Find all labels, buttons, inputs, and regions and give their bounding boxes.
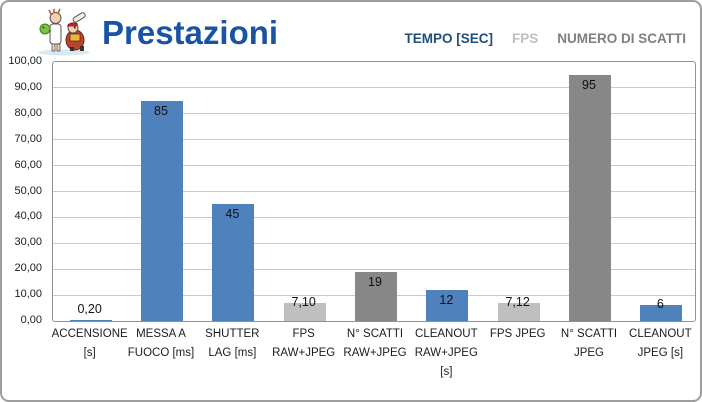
legend-item-fps: FPS (511, 31, 539, 46)
page-title: Prestazioni (102, 14, 279, 51)
x-axis-label-line: CLEANOUT (415, 328, 478, 340)
bar-value-label: 85 (154, 103, 168, 118)
bar-value-label: 12 (439, 292, 454, 307)
bar-value-label: 7,12 (505, 294, 530, 309)
y-axis-tick-label: 20,00 (14, 262, 42, 275)
y-axis-tick-label: 60,00 (14, 158, 42, 171)
bar-fps-jpeg (497, 302, 540, 321)
y-axis-tick-label: 10,00 (14, 288, 42, 301)
x-axis-label-line: SHUTTER (205, 328, 260, 340)
x-axis-label-line: N° SCATTI (346, 328, 404, 340)
y-axis-tick-label: 40,00 (14, 210, 42, 223)
x-axis-category-label: MESSA A FUOCO [ms] (119, 325, 203, 363)
bar-value-label: 19 (368, 274, 382, 289)
gridline (53, 87, 695, 89)
gridline (53, 139, 695, 141)
bar-value-label: 45 (225, 207, 240, 222)
legend-item-numero-di-scatti: NUMERO DI SCATTI (557, 31, 686, 46)
chart-legend: TEMPO [SEC] FPS NUMERO DI SCATTI (404, 31, 686, 46)
x-axis-label-line: FPS JPEG (489, 328, 546, 340)
x-axis-label-line: FUOCO [ms] (127, 347, 195, 359)
x-axis-category-label: CLEANOUT JPEG [s] (618, 325, 700, 363)
x-axis-label-line: [s] (83, 347, 96, 359)
gridline (53, 242, 695, 244)
x-axis-category-label: FPS RAW+JPEG (262, 325, 346, 363)
bar-fps-raw-jpeg (283, 302, 326, 321)
x-axis-label-line: [s] (440, 366, 453, 378)
y-axis-tick-label: 90,00 (14, 80, 42, 93)
bar-value-label: 7,10 (291, 294, 316, 309)
y-axis-tick-label: 0,00 (20, 314, 42, 326)
gridline (53, 113, 695, 115)
mascot-right-figure (65, 12, 86, 51)
x-axis-category-label: CLEANOUT RAW+JPEG [s] (404, 325, 488, 382)
legend-item-tempo: TEMPO [SEC] (404, 31, 493, 46)
bar-value-label: 95 (582, 77, 596, 92)
gridline (53, 268, 695, 270)
x-axis-label-line: JPEG [s] (637, 347, 684, 359)
y-axis-tick-label: 50,00 (14, 184, 42, 197)
bar-cleanout-jpeg-s (640, 305, 683, 321)
x-axis-category-label: N° SCATTI JPEG (547, 325, 631, 363)
gridline (53, 216, 695, 218)
x-axis-label-line: JPEG (573, 347, 605, 359)
gridline (53, 165, 695, 167)
y-axis-tick-label: 100,00 (8, 55, 42, 67)
x-axis-label-line: MESSA A (136, 328, 186, 340)
x-axis-category-label: ACCENSIONE [s] (48, 325, 132, 363)
x-axis-label-line: RAW+JPEG (272, 347, 336, 359)
bar-value-label: 6 (656, 297, 664, 312)
bar-n-scatti-jpeg (569, 74, 611, 321)
x-axis-label-line: ACCENSIONE (51, 328, 128, 340)
bar-cleanout-raw-jpeg-s (426, 289, 469, 321)
bar-shutter-lag-ms (212, 204, 255, 321)
y-axis-tick-label: 30,00 (14, 236, 42, 249)
x-axis-label-line: N° SCATTI (560, 328, 618, 340)
bar-value-label: 0,20 (77, 302, 102, 316)
bar-accensione-s (69, 320, 112, 321)
mascot-cartoon-logo (38, 8, 90, 56)
x-axis-category-label: N° SCATTI RAW+JPEG (333, 325, 417, 363)
bar-messa-a-fuoco-ms (141, 100, 183, 321)
x-axis-label-line: LAG [ms] (208, 347, 257, 359)
x-axis-category-label: FPS JPEG (476, 325, 560, 344)
y-axis-tick-label: 80,00 (14, 106, 42, 119)
x-axis-category-label: SHUTTER LAG [ms] (190, 325, 274, 363)
x-axis-label-line: RAW+JPEG (343, 347, 407, 359)
mascot-left-figure (39, 8, 62, 52)
plot-area (52, 61, 696, 322)
x-axis-label-line: FPS (292, 328, 315, 340)
bar-n-scatti-raw-jpeg (355, 271, 397, 321)
x-axis-label-line: RAW+JPEG (414, 347, 478, 359)
x-axis-label-line: CLEANOUT (629, 328, 692, 340)
y-axis-tick-label: 70,00 (14, 132, 42, 145)
gridline (53, 191, 695, 192)
